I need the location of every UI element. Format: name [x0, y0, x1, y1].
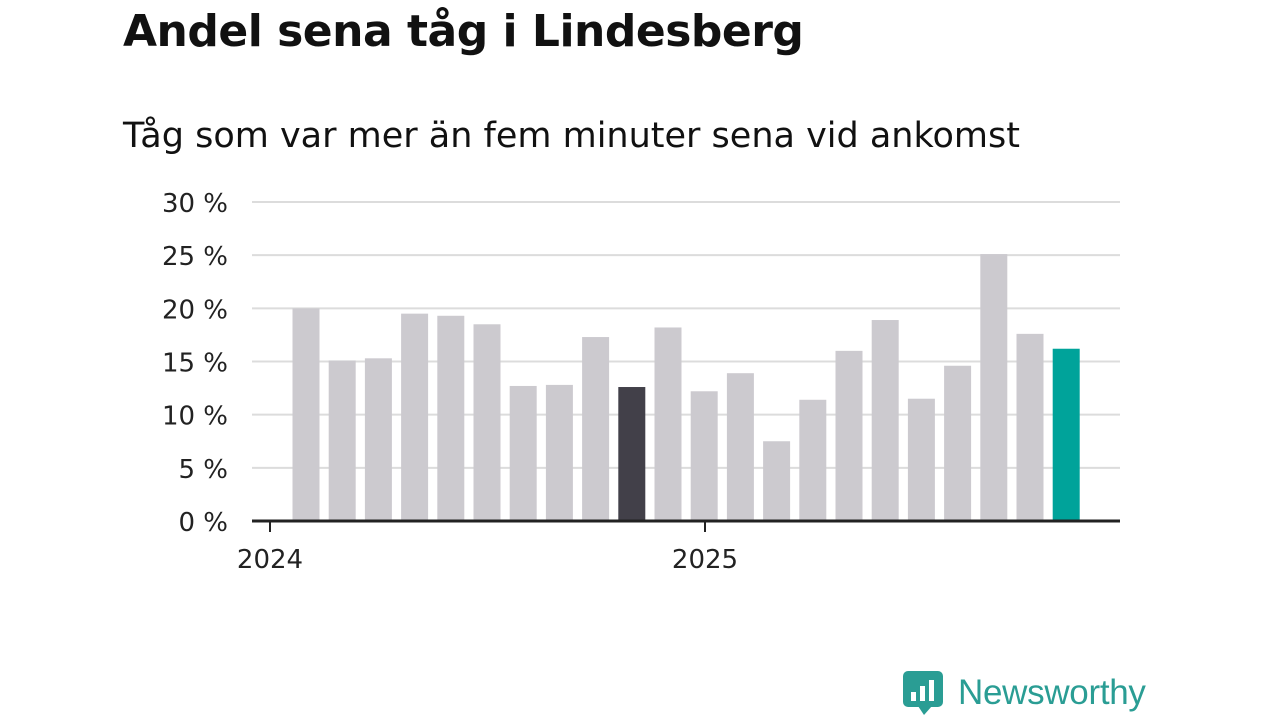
bar[interactable] [328, 360, 356, 521]
y-tick-label: 0 % [178, 508, 228, 538]
bar-chart: 0 % 5 % 10 % 15 % 20 % 25 % 30 % 2024 2025 [162, 189, 1120, 575]
axes: 0 % 5 % 10 % 15 % 20 % 25 % 30 % 2024 2025 [162, 189, 1120, 575]
newsworthy-logo-icon [903, 671, 943, 715]
bar[interactable] [799, 399, 827, 521]
y-tick-label: 25 % [162, 242, 228, 272]
x-tick-label: 2024 [237, 545, 303, 575]
bar[interactable] [763, 441, 791, 521]
x-tick-label: 2025 [672, 545, 738, 575]
gridlines [252, 201, 1120, 469]
bar[interactable] [545, 384, 573, 521]
chart-subtitle: Tåg som var mer än fem minuter sena vid … [123, 116, 1020, 156]
bars [292, 254, 1080, 521]
bar[interactable] [473, 324, 501, 521]
bar[interactable] [907, 398, 935, 521]
bar[interactable] [726, 373, 754, 521]
y-tick-label: 20 % [162, 295, 228, 325]
chart-title: Andel sena tåg i Lindesberg [123, 6, 804, 57]
newsworthy-brand[interactable]: Newsworthy [902, 670, 1146, 716]
bar[interactable] [654, 327, 682, 521]
brand-name: Newsworthy [958, 673, 1146, 712]
bar[interactable] [1016, 333, 1044, 521]
bar[interactable] [364, 358, 392, 521]
bar[interactable] [980, 254, 1008, 521]
bar[interactable] [618, 387, 646, 521]
bar[interactable] [1052, 348, 1080, 521]
bar[interactable] [871, 320, 899, 521]
bar[interactable] [509, 385, 537, 521]
y-tick-label: 5 % [178, 455, 228, 485]
bar[interactable] [292, 308, 320, 521]
bar[interactable] [944, 365, 972, 521]
y-tick-label: 30 % [162, 189, 228, 219]
bar[interactable] [401, 313, 429, 521]
bar[interactable] [835, 350, 863, 521]
y-tick-label: 10 % [162, 402, 228, 432]
y-tick-label: 15 % [162, 349, 228, 379]
bar[interactable] [437, 315, 465, 521]
bar[interactable] [690, 391, 718, 521]
bar[interactable] [582, 337, 610, 521]
